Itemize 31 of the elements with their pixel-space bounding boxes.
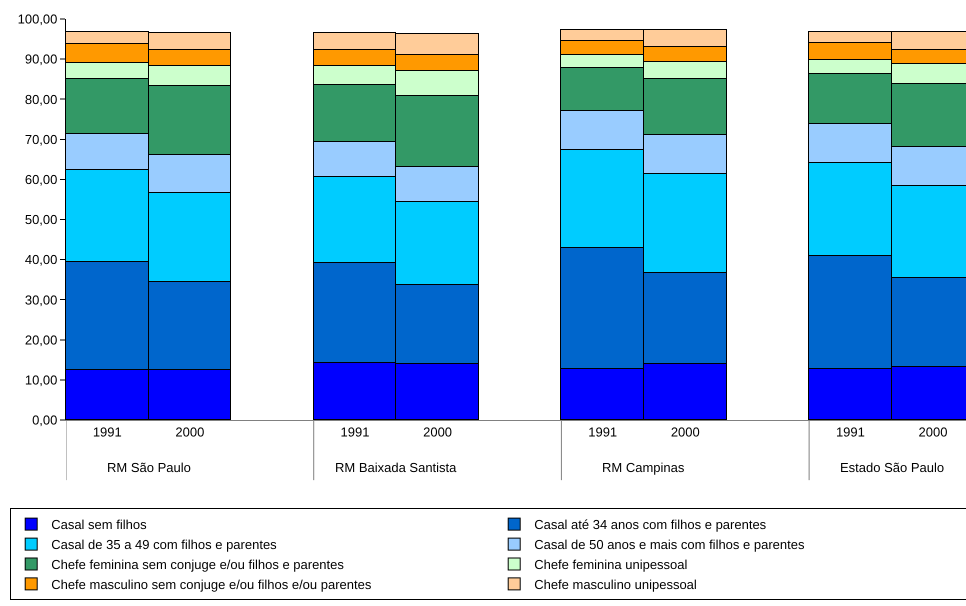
y-tick-label: 80,00 [24,92,58,107]
y-tick-label: 20,00 [24,332,58,348]
y-tick-label: 90,00 [24,52,58,67]
x-tick-label: 1991 [92,424,122,440]
y-tick-label: 50,00 [24,212,58,228]
x-tick-label: 1991 [340,424,370,440]
legend-label: Chefe feminina unipessoal [534,557,688,572]
x-tick-label: 2000 [670,424,700,440]
text: RM Baixada Santista [335,460,458,475]
legend-label: Casal até 34 anos com filhos e parentes [534,517,767,532]
x-tick-label: 1991 [588,424,618,440]
legend-label: Casal de 50 anos e mais com filhos e parentes [534,537,805,552]
x-tick-label: 2000 [175,424,204,440]
text: RM São Paulo [107,460,191,475]
x-tick-label: 1991 [836,424,865,440]
y-tick-label: 100,00 [18,12,58,27]
y-tick-label: 0,00 [32,412,58,428]
y-tick-label: 70,00 [24,132,58,147]
text: Estado São Paulo [840,460,944,475]
legend-label: Casal de 35 a 49 com filhos e parentes [51,537,278,552]
y-tick-label: 60,00 [24,172,58,187]
text: RM Campinas [602,460,685,475]
y-tick-label: 30,00 [24,292,58,308]
x-tick-label: 2000 [918,424,948,440]
legend-label: Casal sem filhos [51,517,148,532]
legend-label: Chefe masculino sem conjuge e/ou filhos e/ou parentes [51,576,372,592]
y-tick-label: 40,00 [24,252,58,268]
x-tick-label: 2000 [423,424,452,440]
legend-label: Chefe masculino unipessoal [534,576,697,592]
legend-label: Chefe feminina sem conjuge e/ou filhos e parentes [51,557,344,572]
y-tick-label: 10,00 [24,372,58,388]
